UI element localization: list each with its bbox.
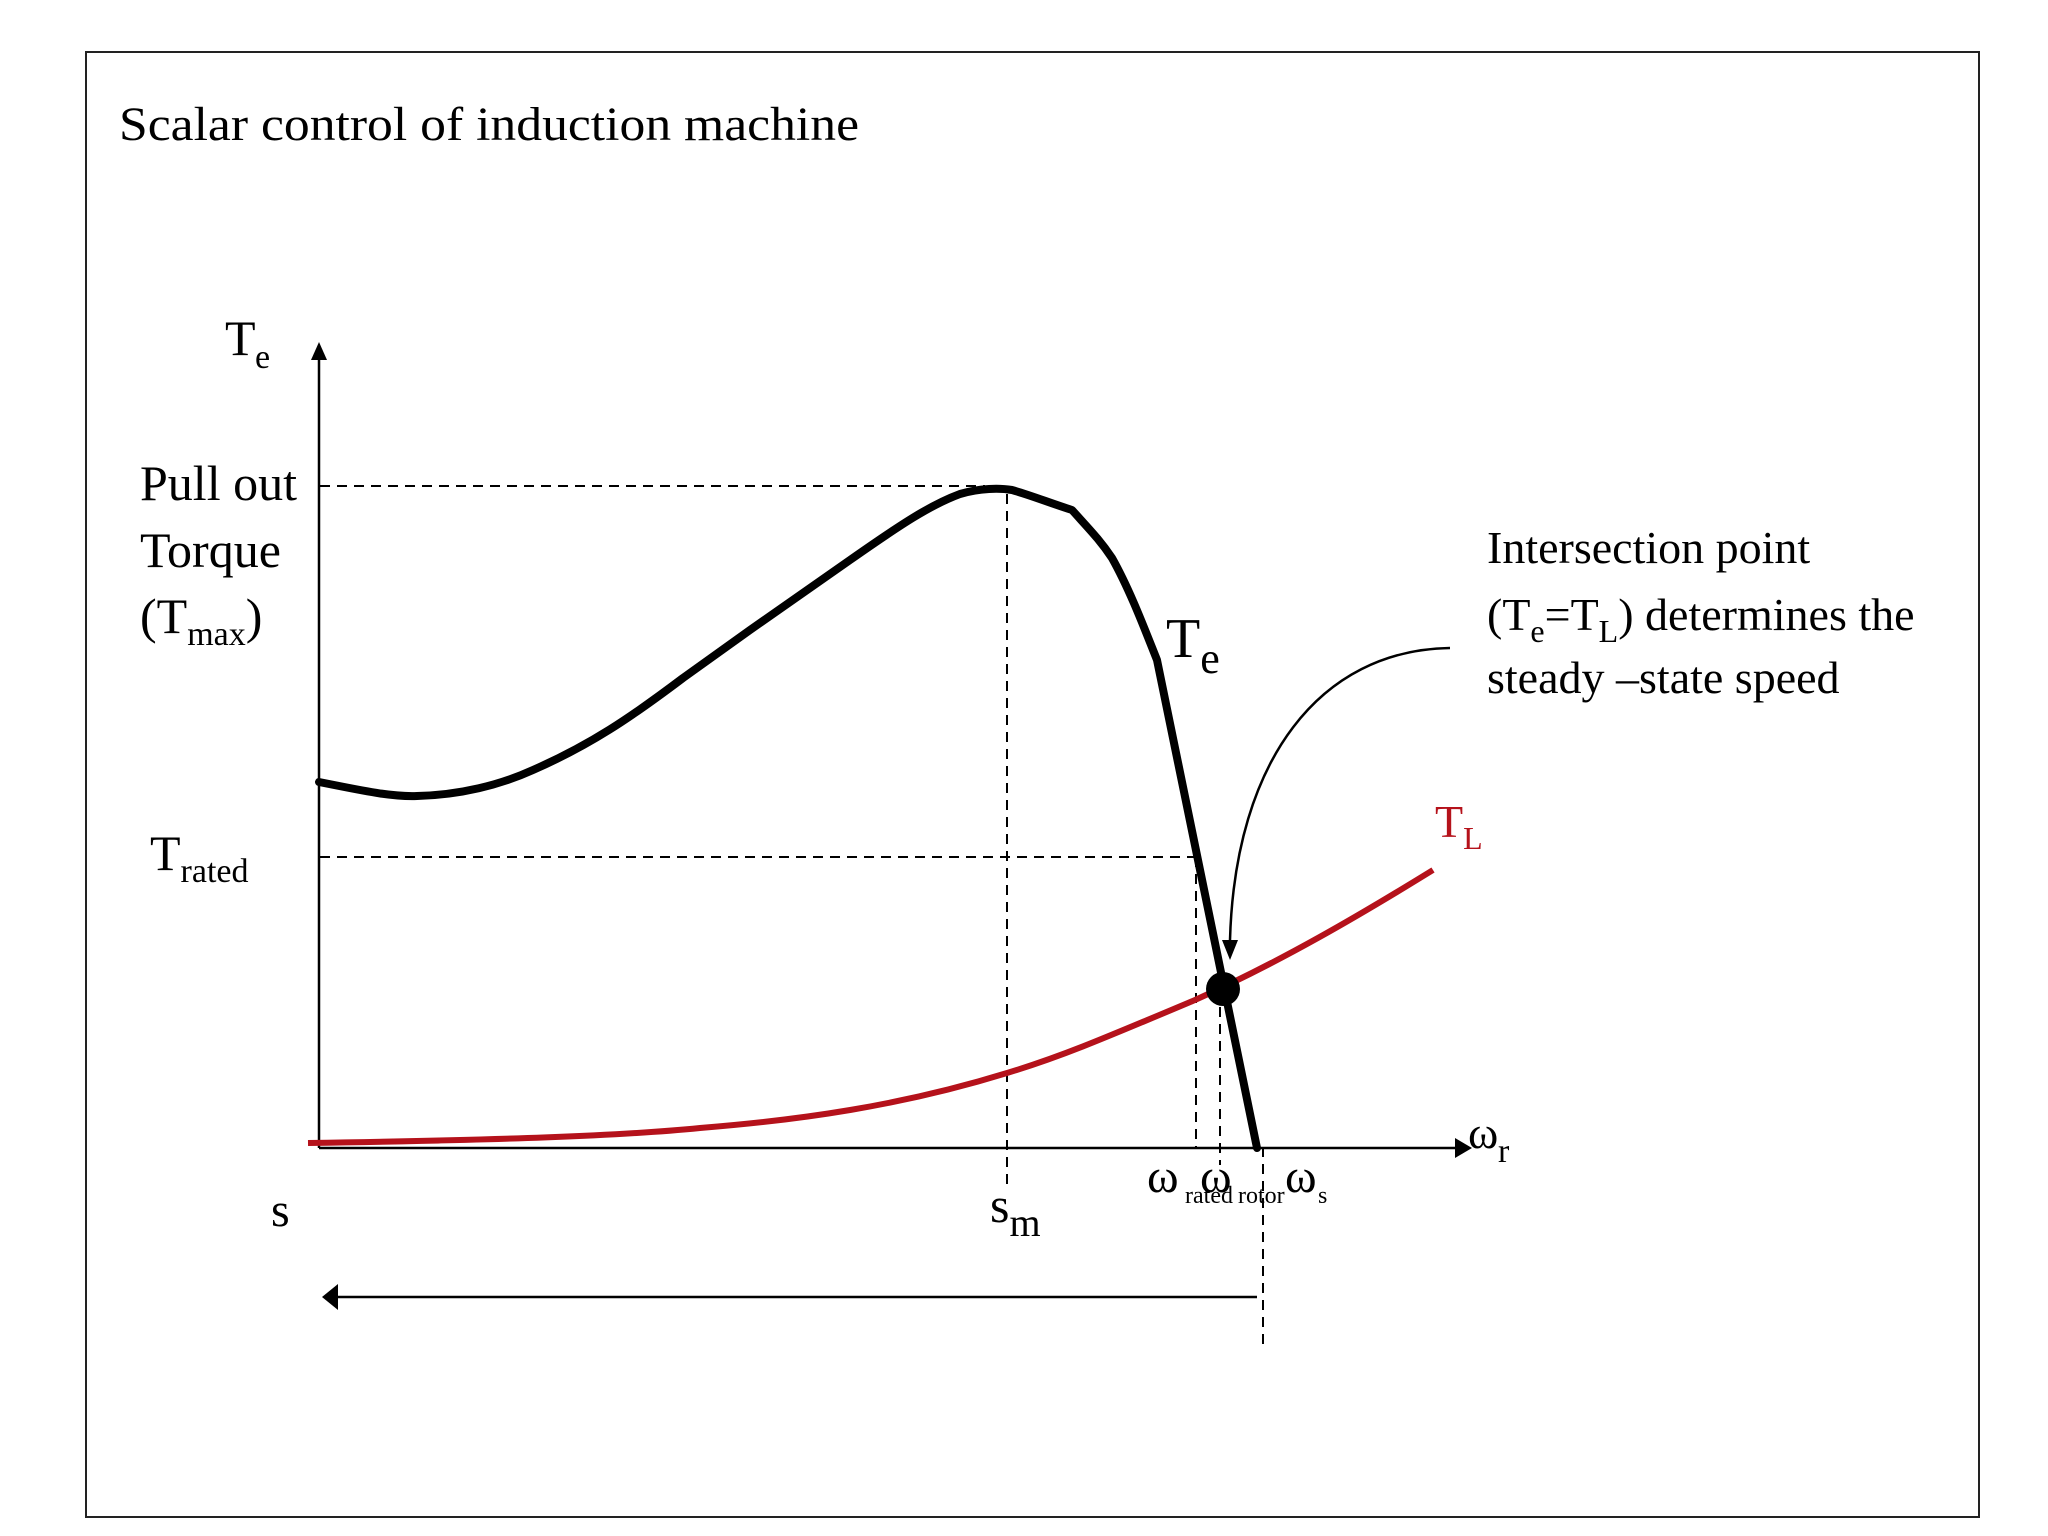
intersection-annotation: Intersection point (Te=TL) determines th…: [1487, 522, 1915, 703]
svg-text:TL: TL: [1435, 796, 1483, 856]
sm-label: sm: [990, 1177, 1041, 1245]
svg-text:(Te=TL) determines the: (Te=TL) determines the: [1487, 589, 1915, 649]
te-curve: [315, 484, 1261, 1152]
svg-text:ω: ω: [1200, 1150, 1232, 1203]
tl-curve-label: TL: [1435, 796, 1483, 856]
y-axis-arrow-icon: [311, 342, 327, 360]
svg-text:(Tmax): (Tmax): [140, 588, 262, 653]
svg-text:T: T: [225, 310, 256, 366]
svg-text:ω: ω: [1285, 1150, 1317, 1203]
svg-text:Torque: Torque: [140, 522, 281, 578]
slide-frame: [85, 51, 1980, 1518]
svg-text:sm: sm: [990, 1177, 1041, 1245]
annotation-arrow: [1228, 646, 1451, 941]
svg-text:ω: ω: [1468, 1107, 1498, 1158]
svg-text:r: r: [1498, 1133, 1510, 1170]
y-axis-label: T e: [225, 310, 270, 376]
intersection-point: [1206, 972, 1240, 1006]
svg-text:Te: Te: [1166, 608, 1220, 683]
svg-text:rotor: rotor: [1238, 1183, 1285, 1209]
svg-text:steady –state speed: steady –state speed: [1487, 652, 1840, 703]
w-rated-label: ω rated: [1147, 1150, 1233, 1209]
slide-title: Scalar control of induction machine: [119, 98, 859, 151]
slip-label: s: [271, 1184, 290, 1237]
svg-text:ω: ω: [1147, 1150, 1179, 1203]
svg-text:Intersection point: Intersection point: [1487, 522, 1810, 573]
pullout-torque-label: Pull out Torque (Tmax): [140, 455, 297, 653]
slip-arrow-head-icon: [322, 1284, 338, 1310]
svg-text:Pull out: Pull out: [140, 455, 297, 511]
guide-lines: [320, 485, 1264, 1348]
svg-text:Trated: Trated: [150, 825, 249, 890]
rated-torque-label: Trated: [150, 825, 249, 890]
annotation-arrow-head-icon: [1222, 940, 1238, 960]
w-rotor-label: ω rotor: [1200, 1150, 1285, 1209]
x-axis-arrow-icon: [1455, 1138, 1472, 1158]
svg-text:s: s: [1318, 1183, 1327, 1209]
te-curve-label: Te: [1166, 608, 1220, 683]
svg-text:e: e: [255, 339, 270, 376]
x-axis-label: ω r: [1468, 1107, 1510, 1170]
w-s-label: ω s: [1285, 1150, 1327, 1209]
tl-curve: [307, 867, 1435, 1146]
svg-text:rated: rated: [1185, 1183, 1233, 1209]
